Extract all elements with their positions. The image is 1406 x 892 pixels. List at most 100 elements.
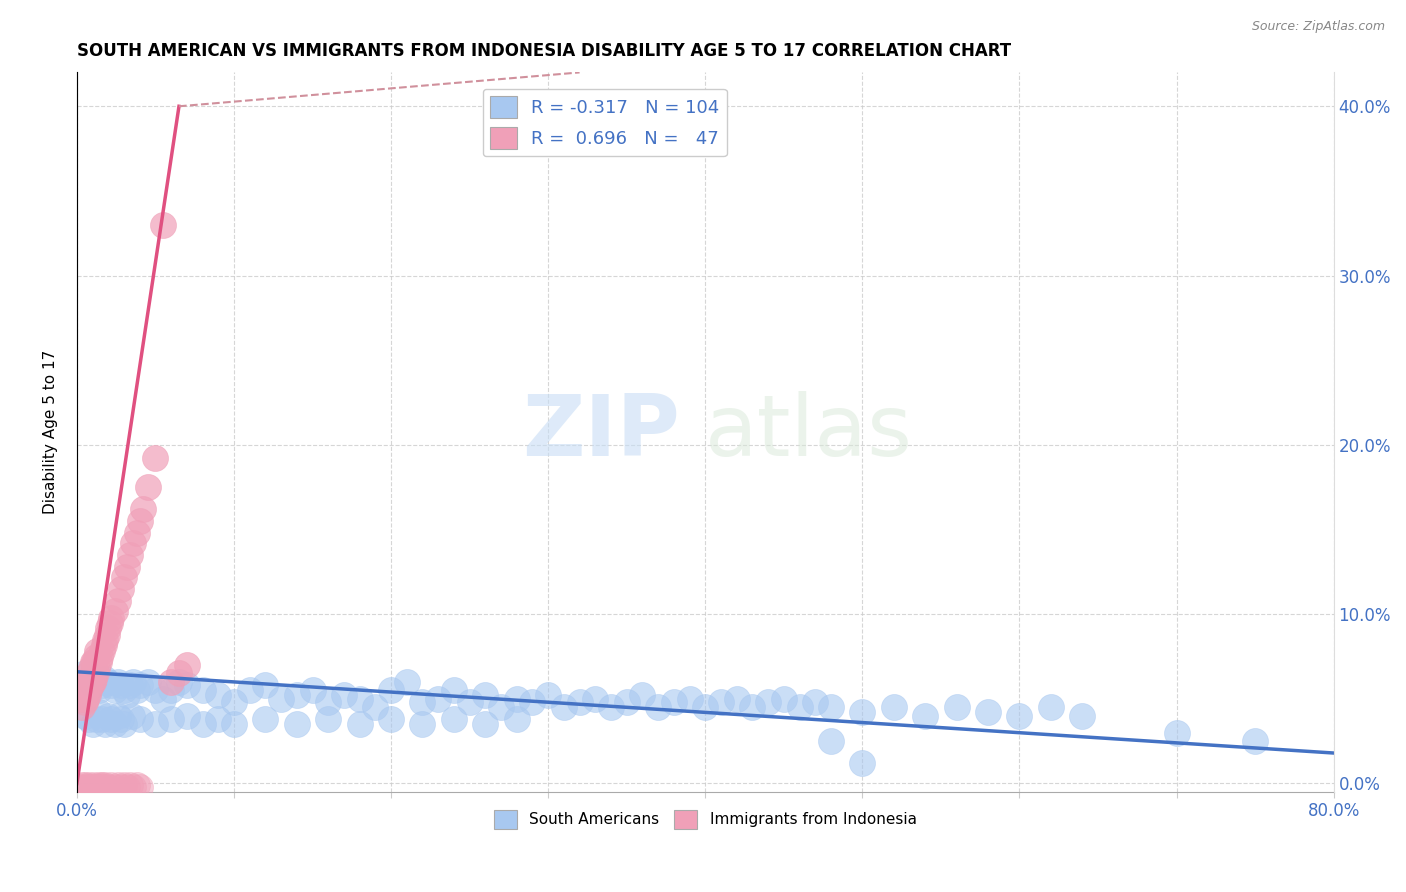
Point (97, 708, 120, 723)
Point (458, 695, 481, 709)
Point (91, 712, 114, 726)
Point (112, 778, 135, 792)
Point (72, 689, 94, 703)
Point (87, 706, 110, 720)
Point (80, 661, 103, 675)
Point (97, 621, 120, 635)
Point (82, 674, 104, 689)
Point (222, 695, 245, 709)
Point (207, 689, 229, 703)
Point (84, 666, 107, 681)
Point (86, 644, 108, 658)
Text: ZIP: ZIP (523, 391, 681, 474)
Point (91, 644, 114, 658)
Point (110, 780, 132, 794)
Point (79, 666, 101, 681)
Point (76, 689, 98, 703)
Point (87, 778, 110, 792)
Point (506, 691, 529, 706)
Point (914, 708, 936, 723)
Point (84, 674, 107, 689)
Point (1039, 700, 1062, 714)
Point (89, 780, 111, 794)
Point (1008, 708, 1031, 723)
Point (82, 678, 104, 692)
Point (191, 717, 214, 731)
Point (82, 780, 104, 794)
Point (695, 700, 717, 714)
Point (883, 700, 905, 714)
Point (710, 695, 733, 709)
Point (82, 655, 104, 669)
Point (80, 781, 103, 796)
Point (115, 780, 138, 794)
Point (125, 683, 148, 698)
Point (76, 672, 98, 686)
Point (120, 548, 142, 562)
Point (333, 689, 356, 703)
Point (100, 610, 122, 624)
Point (152, 691, 174, 706)
Point (145, 717, 167, 731)
Point (79, 683, 101, 698)
Point (537, 689, 560, 703)
Point (128, 712, 150, 726)
Point (474, 717, 496, 731)
Point (107, 593, 129, 607)
Point (83, 672, 105, 686)
Point (84, 649, 107, 664)
Point (83, 655, 105, 669)
Point (1244, 734, 1267, 748)
Text: atlas: atlas (706, 391, 914, 474)
Point (568, 695, 591, 709)
Point (136, 674, 159, 689)
Point (616, 695, 638, 709)
Point (160, 674, 183, 689)
Point (851, 706, 873, 720)
Point (349, 717, 371, 731)
Point (380, 712, 402, 726)
Point (316, 695, 339, 709)
Point (411, 717, 433, 731)
Point (70, 778, 93, 792)
Point (804, 695, 827, 709)
Point (75, 691, 97, 706)
Point (207, 712, 229, 726)
Point (443, 712, 465, 726)
Point (427, 691, 450, 706)
Point (600, 700, 623, 714)
Point (107, 778, 129, 792)
Point (115, 559, 138, 574)
Point (380, 683, 402, 698)
Point (73, 666, 96, 681)
Point (112, 570, 135, 584)
Point (160, 712, 183, 726)
Point (122, 674, 145, 689)
Y-axis label: Disability Age 5 to 17: Disability Age 5 to 17 (44, 350, 58, 515)
Point (73, 778, 96, 792)
Point (91, 778, 114, 792)
Point (1166, 725, 1188, 739)
Point (725, 691, 748, 706)
Point (176, 708, 198, 723)
Point (107, 708, 129, 723)
Point (364, 700, 387, 714)
Point (301, 683, 323, 698)
Point (395, 674, 418, 689)
Point (103, 683, 125, 698)
Point (67, 780, 90, 794)
Point (125, 525, 148, 540)
Point (115, 689, 138, 703)
Point (100, 678, 122, 692)
Point (100, 712, 122, 726)
Point (128, 780, 150, 794)
Point (411, 695, 433, 709)
Point (76, 780, 98, 794)
Point (443, 683, 465, 698)
Point (316, 712, 339, 726)
Point (94, 778, 117, 792)
Point (93, 638, 115, 652)
Point (97, 674, 120, 689)
Point (75, 674, 97, 689)
Point (79, 778, 101, 792)
